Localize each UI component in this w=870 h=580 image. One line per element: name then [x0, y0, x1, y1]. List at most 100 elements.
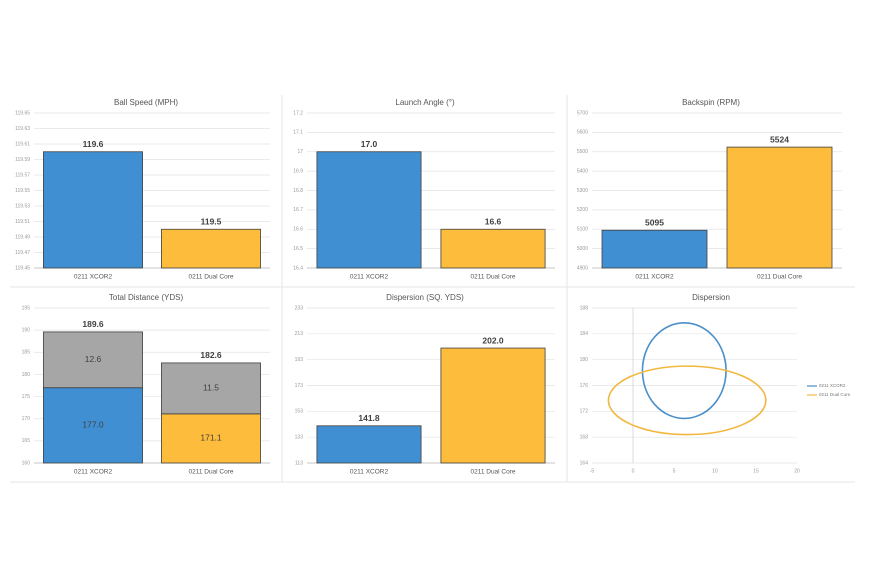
bar [316, 425, 422, 464]
y-tick-label: 180 [22, 372, 31, 378]
y-tick-label: 185 [22, 350, 31, 356]
y-tick-label: 119.51 [15, 219, 30, 225]
y-tick-label: 5200 [577, 207, 588, 213]
bar [316, 151, 422, 269]
y-tick-label: 119.49 [15, 234, 30, 240]
y-tick-label: 16.4 [293, 265, 303, 271]
bar [161, 228, 261, 269]
dispersion-ellipse [641, 322, 727, 420]
x-tick-label: 0 [632, 468, 635, 474]
x-tick-label: 5 [673, 468, 676, 474]
value-label: 5524 [770, 134, 789, 144]
x-tick-label: 0211 XCOR2 [74, 469, 113, 476]
y-tick-label: 233 [295, 305, 304, 311]
y-tick-label: 16.8 [293, 188, 303, 194]
y-tick-label: 180 [580, 357, 589, 363]
y-tick-label: 119.57 [15, 172, 30, 178]
y-tick-label: 119.59 [15, 157, 30, 163]
x-tick-label: 0211 Dual Core [470, 274, 515, 281]
chart-title: Dispersion [692, 293, 730, 302]
y-tick-label: 5300 [577, 188, 588, 194]
dispersion-ellipse [607, 365, 767, 436]
x-tick-label: 10 [712, 468, 718, 474]
bar [726, 146, 833, 269]
x-tick-label: 0211 Dual Core [188, 274, 233, 281]
chart-title: Ball Speed (MPH) [114, 98, 178, 107]
legend-label: 0211 XCOR2 [819, 383, 846, 388]
x-tick-label: -5 [590, 468, 595, 474]
y-tick-label: 4900 [577, 265, 588, 271]
x-tick-label: 0211 Dual Core [470, 469, 515, 476]
value-label: 17.0 [361, 139, 378, 149]
y-tick-label: 172 [580, 409, 589, 415]
y-tick-label: 119.55 [15, 188, 30, 194]
y-tick-label: 213 [295, 331, 304, 337]
y-tick-label: 173 [295, 383, 304, 389]
y-tick-label: 164 [580, 460, 589, 466]
y-tick-label: 5100 [577, 227, 588, 233]
segment-label: 177.0 [82, 420, 104, 430]
x-tick-label: 0211 XCOR2 [350, 469, 389, 476]
y-tick-label: 5700 [577, 110, 588, 116]
y-tick-label: 170 [22, 416, 31, 422]
x-tick-label: 15 [753, 468, 759, 474]
bar [440, 228, 546, 269]
y-tick-label: 16.7 [293, 207, 303, 213]
bar [43, 151, 143, 269]
y-tick-label: 153 [295, 409, 304, 415]
y-tick-label: 195 [22, 305, 31, 311]
y-tick-label: 119.45 [15, 265, 30, 271]
y-tick-label: 5400 [577, 168, 588, 174]
y-tick-label: 119.61 [15, 141, 30, 147]
bar [601, 229, 708, 269]
segment-label: 171.1 [200, 433, 222, 443]
y-tick-label: 190 [22, 327, 31, 333]
bar [440, 347, 546, 464]
y-tick-label: 168 [580, 434, 589, 440]
x-tick-label: 0211 XCOR2 [635, 274, 674, 281]
y-tick-label: 165 [22, 438, 31, 444]
bar-segment [43, 331, 143, 389]
value-label: 16.6 [485, 217, 502, 227]
chart-title: Backspin (RPM) [682, 98, 740, 107]
y-tick-label: 113 [295, 460, 303, 466]
value-label: 141.8 [358, 413, 380, 423]
y-tick-label: 16.5 [293, 246, 303, 252]
x-tick-label: 20 [794, 468, 800, 474]
y-tick-label: 17.1 [293, 130, 303, 136]
x-tick-label: 0211 XCOR2 [74, 274, 113, 281]
y-tick-label: 176 [580, 383, 589, 389]
bar-segment [43, 387, 143, 464]
y-tick-label: 119.65 [15, 110, 30, 116]
y-tick-label: 5500 [577, 149, 588, 155]
y-tick-label: 193 [295, 357, 304, 363]
chart-title: Launch Angle (°) [395, 98, 455, 107]
bar-segment [161, 362, 261, 415]
y-tick-label: 119.47 [15, 250, 30, 256]
y-tick-label: 119.53 [15, 203, 30, 209]
y-tick-label: 133 [295, 434, 304, 440]
y-tick-label: 5000 [577, 246, 588, 252]
legend-label: 0211 Dual Core [819, 392, 851, 397]
x-tick-label: 0211 Dual Core [757, 274, 802, 281]
chart-title: Total Distance (YDS) [109, 293, 184, 302]
x-tick-label: 0211 XCOR2 [350, 274, 389, 281]
y-tick-label: 119.63 [15, 126, 30, 132]
value-label: 119.6 [83, 139, 104, 149]
y-tick-label: 17.2 [293, 110, 303, 116]
total-label: 182.6 [200, 350, 222, 360]
y-tick-label: 184 [580, 331, 589, 337]
y-tick-label: 17 [297, 149, 303, 155]
y-tick-label: 16.9 [293, 168, 303, 174]
value-label: 202.0 [482, 335, 504, 345]
x-tick-label: 0211 Dual Core [188, 469, 233, 476]
value-label: 5095 [645, 217, 664, 227]
y-tick-label: 188 [580, 305, 589, 311]
bar-segment [161, 413, 261, 464]
y-tick-label: 16.6 [293, 227, 303, 233]
y-tick-label: 160 [22, 460, 31, 466]
chart-title: Dispersion (SQ. YDS) [386, 293, 464, 302]
segment-label: 11.5 [203, 383, 219, 393]
y-tick-label: 175 [22, 394, 31, 400]
